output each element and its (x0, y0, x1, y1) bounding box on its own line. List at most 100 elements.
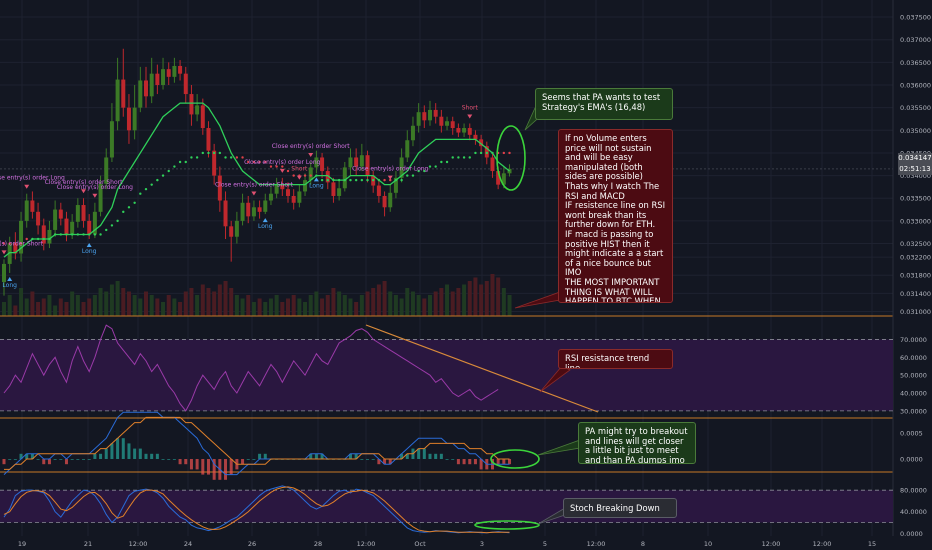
ema-slow-dot (76, 233, 80, 236)
ema-slow-dot (2, 242, 6, 245)
volume-bar (30, 291, 35, 316)
candle-body (286, 189, 290, 196)
ema-slow-dot (105, 228, 108, 232)
volume-bar (365, 291, 370, 316)
macd-histogram-bar (201, 459, 205, 475)
volume-bar (24, 298, 29, 316)
ema-slow-dot (332, 178, 335, 182)
macd-histogram-bar (30, 453, 34, 459)
ema-slow-dot (258, 160, 261, 164)
short-arrow-icon (296, 175, 302, 180)
volume-bar (496, 277, 501, 316)
time-axis-background (0, 536, 932, 550)
ema-slow-dot (275, 165, 278, 168)
rsi-band (0, 339, 893, 411)
macd-histogram-bar (104, 448, 108, 459)
macd-histogram-bar (19, 453, 23, 459)
volume-bar (388, 291, 393, 316)
volume-bar (308, 295, 313, 316)
macd-histogram-bar (252, 459, 256, 460)
ema-slow-dot (326, 178, 329, 182)
volume-bar (200, 284, 205, 316)
time-tick-label: 10 (704, 540, 712, 548)
ema-slow-dot (184, 160, 187, 164)
ema-slow-dot (372, 178, 375, 182)
macd-histogram-bar (195, 459, 199, 470)
ema-slow-dot (315, 174, 318, 177)
short-arrow-icon (251, 191, 257, 196)
macd-histogram-bar (468, 459, 472, 465)
price-tick-label: 0.031800 (900, 272, 931, 280)
ema-slow-dot (434, 165, 437, 168)
volume-bar (246, 295, 251, 316)
macd-histogram-bar (473, 459, 477, 465)
ema-slow-dot (411, 174, 415, 177)
macd-histogram-bar (508, 459, 512, 465)
candle-body (161, 69, 166, 85)
ema-slow-dot (281, 165, 284, 168)
ema-slow-dot (53, 233, 57, 236)
candle-body (405, 140, 410, 158)
candle-body (30, 200, 35, 212)
short-arrow-icon (387, 175, 393, 180)
candle-body (416, 112, 421, 126)
ema-slow-dot (150, 183, 153, 186)
candle-body (399, 157, 404, 178)
candle-body (115, 79, 120, 122)
volume-bar (92, 295, 97, 316)
time-tick-label: 21 (84, 540, 92, 548)
macd-histogram-bar (138, 448, 142, 459)
ema-slow-dot (252, 160, 256, 164)
macd-histogram-bar (502, 459, 506, 465)
ema-slow-dot (309, 174, 312, 177)
ema-slow-dot (127, 206, 131, 209)
signal-label: Close entry(s) order Short (45, 179, 123, 186)
candle-body (337, 188, 342, 196)
ema-slow-dot (224, 156, 227, 159)
main-note: If no Volume enters price will not susta… (558, 129, 673, 303)
signal-label: Long (309, 182, 324, 189)
candle-body (393, 177, 398, 193)
macd-histogram-bar (348, 453, 352, 459)
macd-histogram-bar (246, 459, 250, 460)
candle-body (189, 94, 194, 115)
ema-slow-dot (48, 237, 51, 241)
volume-bar (433, 291, 438, 316)
candle-body (155, 73, 160, 85)
macd-histogram-bar (133, 448, 137, 459)
candle-body (439, 116, 444, 126)
candle-body (291, 195, 296, 203)
macd-histogram-bar (383, 459, 387, 465)
candle-body (473, 134, 478, 140)
ema-slow-dot (389, 178, 392, 182)
candle-body (297, 191, 302, 203)
volume-bar (501, 288, 506, 316)
candle-body (144, 80, 148, 97)
candle-body (64, 218, 69, 235)
volume-bar (382, 281, 387, 316)
volume-bar (331, 288, 336, 316)
candle-body (410, 125, 415, 141)
ema-slow-dot (8, 242, 11, 245)
volume-bar (280, 302, 285, 316)
long-arrow-icon (7, 276, 13, 281)
candle-body (348, 157, 353, 168)
candle-body (450, 121, 455, 129)
candle-body (388, 192, 393, 208)
ema-slow-dot (457, 156, 460, 159)
volume-bar (234, 295, 239, 316)
ema-slow-dot (468, 156, 471, 159)
ema-slow-dot (445, 160, 449, 164)
ema-slow-dot (133, 201, 136, 204)
signal-label: Close entry(s) order Short (0, 240, 44, 247)
candle-body (2, 263, 6, 283)
volume-bar (462, 284, 467, 316)
stoch-tick-label: 40.0000 (900, 508, 927, 516)
time-tick-label: 15 (868, 540, 876, 548)
macd-histogram-bar (456, 459, 460, 465)
candle-body (81, 205, 86, 221)
macd-histogram-bar (172, 459, 176, 460)
volume-bar (240, 298, 245, 316)
candle-body (456, 128, 461, 133)
